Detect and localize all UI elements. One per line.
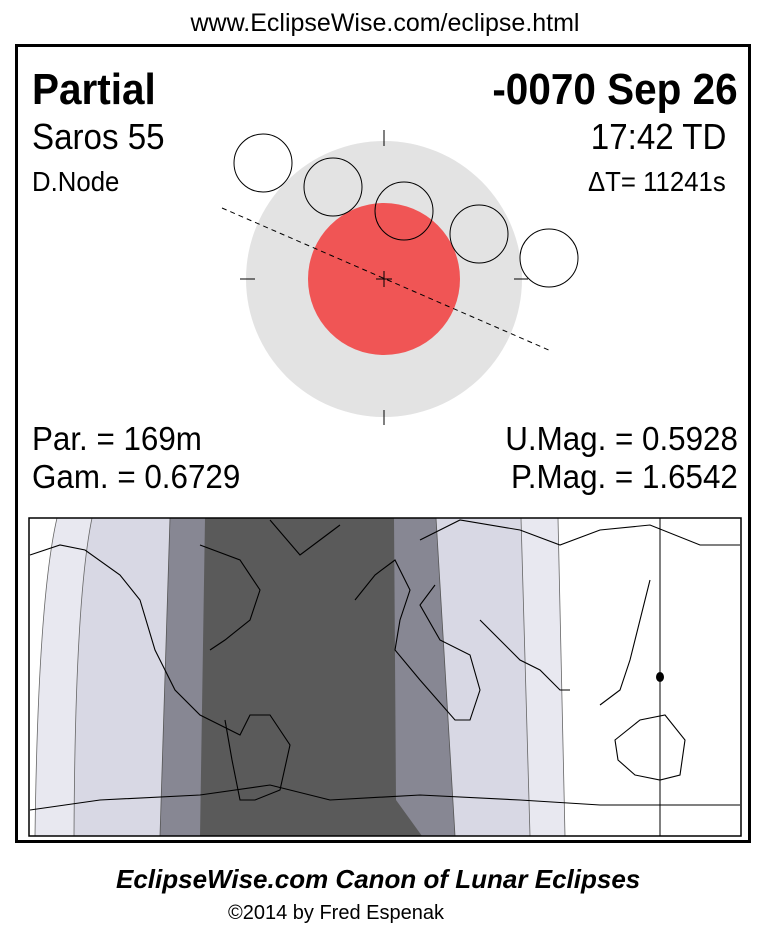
partial-duration: Par. = 169m: [32, 420, 202, 457]
greatest-eclipse-point: [656, 672, 664, 682]
footer-copyright: ©2014 by Fred Espenak: [228, 902, 444, 924]
eclipse-panel: [15, 44, 751, 843]
moon-max: [374, 181, 434, 241]
saros-number: Saros 55: [32, 116, 165, 157]
delta-t: ΔT= 11241s: [588, 166, 726, 197]
umbral-magnitude: U.Mag. = 0.5928: [505, 420, 738, 457]
penumbral-magnitude: P.Mag. = 1.6542: [511, 458, 738, 495]
gamma: Gam. = 0.6729: [32, 458, 241, 495]
world-map: [28, 517, 742, 837]
eclipse-type: Partial: [32, 65, 156, 114]
url-header: www.EclipseWise.com/eclipse.html: [190, 9, 580, 37]
axis-ticks: [240, 130, 528, 425]
eclipse-date: -0070 Sep 26: [492, 65, 738, 114]
coastlines: [29, 519, 740, 811]
moon-positions: [233, 133, 579, 288]
moon-p4: [519, 228, 579, 288]
node-label: D.Node: [32, 166, 120, 197]
moon-p1: [233, 133, 293, 193]
moon-u4: [449, 204, 509, 264]
eclipse-time: 17:42 TD: [590, 116, 726, 157]
moon-u1: [303, 157, 363, 217]
moon-path-line: [221, 207, 552, 352]
umbral-band: [200, 518, 422, 836]
footer-title: EclipseWise.com Canon of Lunar Eclipses: [116, 864, 641, 894]
